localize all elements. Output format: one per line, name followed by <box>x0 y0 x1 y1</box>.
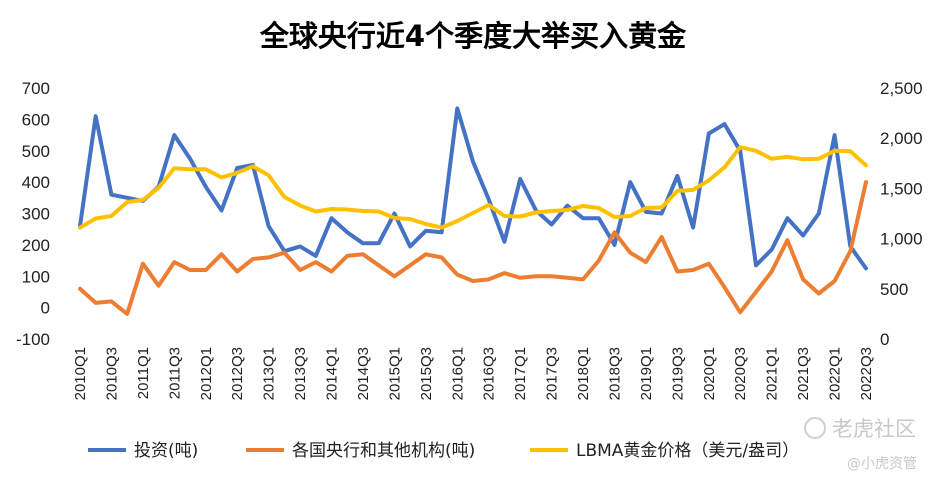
x-tick-label: 2018Q1 <box>575 347 592 400</box>
right-tick-label: 2,000 <box>880 129 923 148</box>
legend-item-investment[interactable]: 投资(吨) <box>88 441 198 461</box>
x-tick-label: 2016Q1 <box>449 347 466 400</box>
x-tick-label: 2011Q1 <box>135 347 152 399</box>
watermark: 老虎社区 @小虎资管 <box>804 417 917 472</box>
right-axis: 0 500 1,000 1,500 2,000 2,500 <box>880 79 923 349</box>
left-tick-label: 400 <box>22 173 50 192</box>
x-tick-label: 2022Q3 <box>858 347 875 400</box>
watermark-logo-icon <box>804 417 826 439</box>
series-central-banks-line <box>78 180 868 316</box>
x-tick-label: 2018Q3 <box>606 347 623 400</box>
x-tick-label: 2019Q3 <box>669 347 686 400</box>
x-tick-label: 2010Q3 <box>103 347 120 400</box>
x-tick-label: 2016Q3 <box>481 347 498 400</box>
x-tick-label: 2020Q3 <box>732 347 749 400</box>
right-tick-label: 1,000 <box>880 230 923 249</box>
left-tick-label: 300 <box>22 205 50 224</box>
legend-item-lbma-price[interactable]: LBMA黄金价格（美元/盎司） <box>530 441 799 461</box>
left-tick-label: 500 <box>22 142 50 161</box>
left-tick-label: 600 <box>22 110 50 129</box>
x-tick-label: 2011Q3 <box>166 347 183 399</box>
plot-area <box>78 106 868 316</box>
legend-label-lbma-price: LBMA黄金价格（美元/盎司） <box>576 441 799 461</box>
x-tick-label: 2014Q1 <box>324 347 341 400</box>
watermark-brand: 老虎社区 <box>832 417 916 441</box>
left-tick-label: 200 <box>22 236 50 255</box>
legend-item-central-banks[interactable]: 各国央行和其他机构(吨) <box>246 441 475 461</box>
x-axis: 2010Q1 2010Q3 2011Q1 2011Q3 2012Q1 2012Q3 2013… <box>72 347 875 400</box>
series-investment-line <box>78 106 868 271</box>
left-tick-label: -100 <box>16 330 50 349</box>
x-tick-label: 2017Q3 <box>544 347 561 400</box>
x-tick-label: 2013Q1 <box>261 347 278 400</box>
x-tick-label: 2014Q3 <box>355 347 372 400</box>
x-tick-label: 2012Q3 <box>229 347 246 400</box>
right-tick-label: 0 <box>880 330 889 349</box>
x-tick-label: 2015Q1 <box>386 347 403 400</box>
x-tick-label: 2021Q3 <box>795 347 812 400</box>
x-tick-label: 2013Q3 <box>292 347 309 400</box>
x-tick-label: 2012Q1 <box>198 347 215 400</box>
right-tick-label: 2,500 <box>880 79 923 98</box>
legend-label-investment: 投资(吨) <box>134 441 198 461</box>
x-tick-label: 2019Q1 <box>638 347 655 400</box>
left-tick-label: 100 <box>22 267 50 286</box>
right-tick-label: 500 <box>880 280 908 299</box>
left-tick-label: 0 <box>41 299 50 318</box>
x-tick-label: 2010Q1 <box>72 347 89 400</box>
x-tick-label: 2015Q3 <box>418 347 435 400</box>
x-tick-label: 2020Q1 <box>701 347 718 400</box>
x-tick-label: 2022Q1 <box>827 347 844 400</box>
legend-label-central-banks: 各国央行和其他机构(吨) <box>292 441 475 461</box>
watermark-handle: @小虎资管 <box>847 456 917 472</box>
left-tick-label: 700 <box>22 79 50 98</box>
left-axis: -100 0 100 200 300 400 500 600 700 <box>16 79 50 349</box>
right-tick-label: 1,500 <box>880 179 923 198</box>
series-lbma-price-line <box>78 145 868 230</box>
legend: 投资(吨) 各国央行和其他机构(吨) LBMA黄金价格（美元/盎司） <box>88 441 799 461</box>
x-tick-label: 2017Q1 <box>512 347 529 400</box>
x-tick-label: 2021Q1 <box>764 347 781 400</box>
chart-title: 全球央行近4个季度大举买入黄金 <box>259 19 687 53</box>
